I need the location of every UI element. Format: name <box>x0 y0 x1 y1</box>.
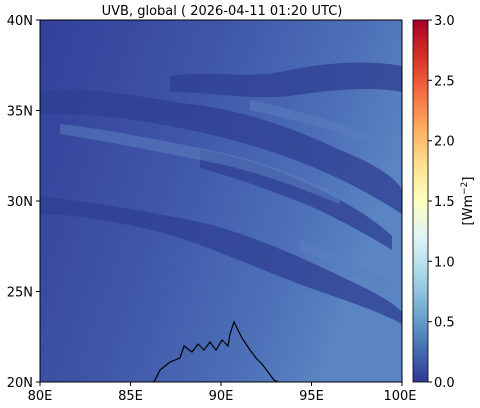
lat-tick-label: 40N <box>7 14 33 29</box>
colorbar-tick-label: 1.0 <box>434 255 455 270</box>
lat-tick-label: 35N <box>7 105 33 120</box>
cloud-highlights <box>60 100 390 290</box>
colorbar-label-sup: −2 <box>460 182 470 195</box>
lat-tick-label: 20N <box>7 376 33 391</box>
colorbar-label-base: [Wm <box>461 195 476 226</box>
colorbar-tick-label: 1.5 <box>434 195 455 210</box>
lat-tick-label: 30N <box>7 195 33 210</box>
colorbar-ticks: 3.0 2.5 2.0 1.5 1.0 0.5 0.0 <box>428 14 455 391</box>
lat-tick-label: 25N <box>7 286 33 301</box>
colorbar-label-end: ] <box>461 177 476 182</box>
lon-tick-label: 85E <box>118 389 143 404</box>
coastline <box>153 320 279 382</box>
colorbar-tick-label: 0.5 <box>434 316 455 331</box>
map-title: UVB, global ( 2026-04-11 01:20 UTC) <box>102 4 343 19</box>
colorbar-tick-label: 2.5 <box>434 74 455 89</box>
colorbar: 3.0 2.5 2.0 1.5 1.0 0.5 0.0 [Wm−2] <box>412 14 476 391</box>
colorbar-tick-label: 3.0 <box>434 14 455 29</box>
lon-tick-label: 100E <box>383 389 416 404</box>
lon-tick-label: 90E <box>209 389 234 404</box>
lon-tick-label: 95E <box>299 389 324 404</box>
colorbar-gradient <box>412 19 429 383</box>
lon-tick-label: 80E <box>28 389 53 404</box>
colorbar-label: [Wm−2] <box>460 177 476 226</box>
colorbar-tick-label: 0.0 <box>434 376 455 391</box>
cloud-bands <box>40 62 402 324</box>
colorbar-tick-label: 2.0 <box>434 135 455 150</box>
lon-axis: 80E 85E 90E 95E 100E <box>28 382 417 404</box>
map-plot-area <box>40 20 402 382</box>
lat-axis: 40N 35N 30N 25N 20N <box>7 14 40 391</box>
